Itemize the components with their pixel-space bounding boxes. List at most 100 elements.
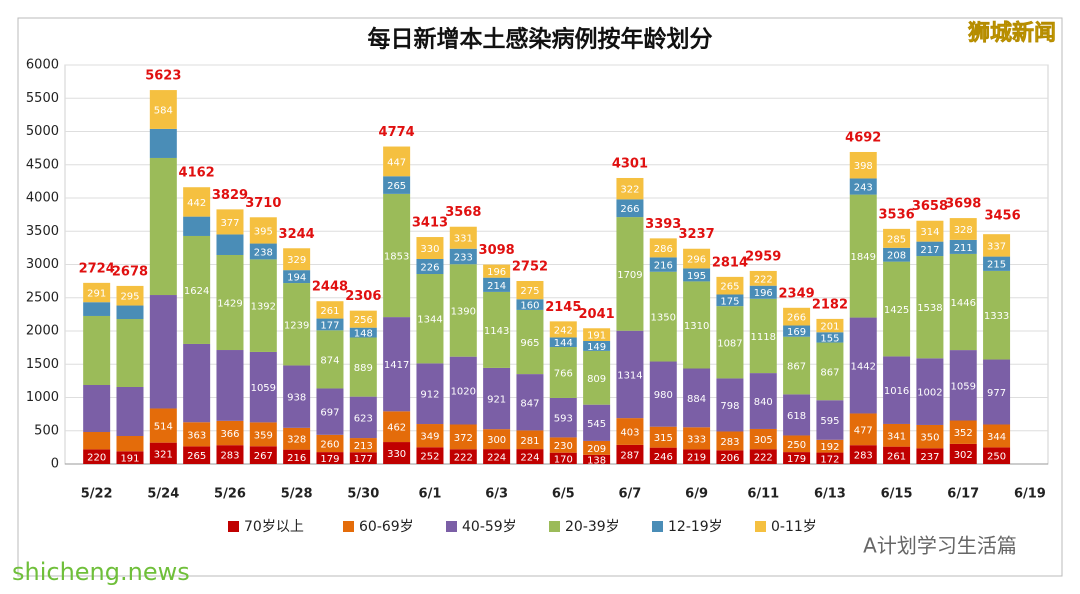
segment-label: 330 bbox=[387, 449, 406, 460]
bar-segment bbox=[916, 424, 944, 449]
x-tick-label: 5/30 bbox=[347, 487, 379, 502]
total-label: 3413 bbox=[412, 216, 448, 231]
segment-label: 847 bbox=[520, 398, 539, 409]
legend-label: 60-69岁 bbox=[359, 519, 414, 535]
total-label: 2724 bbox=[79, 261, 115, 276]
bar-segment bbox=[583, 328, 611, 341]
plot-area: 0 500 1000 1500 2000 2500 3000 3500 4000 4500 5000… bbox=[26, 58, 1049, 535]
bar-segment bbox=[616, 177, 644, 200]
segment-label: 329 bbox=[287, 255, 306, 266]
y-tick-label: 2500 bbox=[26, 290, 59, 305]
bar-segment bbox=[116, 305, 144, 320]
bar-segment bbox=[583, 350, 611, 405]
segment-label: 220 bbox=[87, 453, 106, 464]
segment-label: 194 bbox=[287, 273, 306, 284]
bar-segment bbox=[883, 446, 911, 464]
bar-segment bbox=[216, 420, 244, 446]
segment-label: 330 bbox=[420, 244, 439, 255]
segment-label: 798 bbox=[720, 401, 739, 412]
bar-segment bbox=[883, 261, 911, 357]
segment-label: 222 bbox=[454, 453, 473, 464]
segment-label: 766 bbox=[554, 368, 573, 379]
segment-label: 1425 bbox=[884, 305, 909, 316]
total-label: 4162 bbox=[179, 166, 215, 181]
segment-label: 593 bbox=[554, 414, 573, 425]
segment-label: 266 bbox=[787, 313, 806, 324]
bar-segment bbox=[949, 443, 977, 464]
segment-label: 144 bbox=[554, 338, 573, 349]
x-tick-label: 6/3 bbox=[485, 487, 508, 502]
x-tick-label: 6/15 bbox=[881, 487, 913, 502]
segment-label: 214 bbox=[487, 281, 506, 292]
bar-segment bbox=[983, 234, 1011, 257]
segment-label: 1390 bbox=[451, 306, 476, 317]
segment-label: 331 bbox=[454, 234, 473, 245]
total-label: 2959 bbox=[745, 249, 781, 264]
segment-label: 514 bbox=[154, 422, 173, 433]
y-tick-label: 500 bbox=[34, 423, 59, 438]
x-tick-label: 6/13 bbox=[814, 487, 846, 502]
segment-label: 545 bbox=[587, 419, 606, 430]
total-label: 3393 bbox=[645, 217, 681, 232]
bar-segment bbox=[583, 340, 611, 351]
segment-label: 219 bbox=[687, 453, 706, 464]
bar-segment bbox=[683, 281, 711, 369]
bar-segment bbox=[283, 427, 311, 450]
bar-segment bbox=[416, 258, 444, 275]
bar-segment bbox=[549, 437, 577, 453]
segment-label: 196 bbox=[754, 288, 773, 299]
segment-label: 177 bbox=[354, 454, 373, 465]
bar-segment bbox=[816, 332, 844, 343]
bar-segment bbox=[916, 256, 944, 359]
bar-segment bbox=[416, 447, 444, 464]
bar-segment bbox=[683, 427, 711, 450]
segment-label: 341 bbox=[887, 431, 906, 442]
bar-segment bbox=[516, 430, 544, 450]
bar-segment bbox=[549, 337, 577, 348]
total-label: 3244 bbox=[279, 227, 315, 242]
bar-segment bbox=[549, 452, 577, 464]
segment-label: 206 bbox=[720, 453, 739, 464]
bar-segment bbox=[916, 448, 944, 464]
bar-segment bbox=[649, 238, 677, 258]
segment-label: 281 bbox=[520, 436, 539, 447]
segment-label: 138 bbox=[587, 455, 606, 466]
bar-segment bbox=[816, 400, 844, 440]
segment-label: 584 bbox=[154, 105, 173, 116]
segment-label: 840 bbox=[754, 397, 773, 408]
chart-title: 每日新增本土感染病例按年龄划分 bbox=[368, 26, 713, 53]
bar-segment bbox=[483, 429, 511, 450]
bar-segment bbox=[616, 217, 644, 331]
segment-label: 261 bbox=[887, 451, 906, 462]
segment-label: 1709 bbox=[617, 270, 642, 281]
bar-segment bbox=[516, 280, 544, 300]
segment-label: 226 bbox=[420, 262, 439, 273]
segment-label: 266 bbox=[620, 204, 639, 215]
bar-segment bbox=[283, 283, 311, 366]
total-label: 4692 bbox=[845, 130, 881, 145]
segment-label: 874 bbox=[320, 355, 339, 366]
bar-segment bbox=[383, 193, 411, 318]
bar-segment bbox=[683, 268, 711, 282]
x-tick-label: 6/7 bbox=[619, 487, 642, 502]
segment-label: 191 bbox=[587, 331, 606, 342]
bar-segment bbox=[216, 445, 244, 464]
bar-segment bbox=[949, 420, 977, 444]
bar-segment bbox=[83, 384, 111, 433]
bar-segment bbox=[983, 447, 1011, 464]
y-tick-label: 1000 bbox=[26, 390, 59, 405]
segment-label: 352 bbox=[954, 428, 973, 439]
bar-segment bbox=[949, 350, 977, 421]
segment-label: 238 bbox=[254, 247, 273, 258]
bar-segment bbox=[883, 247, 911, 262]
bar-segment bbox=[849, 151, 877, 179]
y-tick-label: 3500 bbox=[26, 224, 59, 239]
segment-label: 149 bbox=[587, 342, 606, 353]
bar-segment bbox=[116, 436, 144, 452]
segment-label: 349 bbox=[420, 432, 439, 443]
segment-label: 265 bbox=[387, 181, 406, 192]
bar-segment bbox=[749, 428, 777, 450]
x-tick-label: 5/24 bbox=[147, 487, 179, 502]
bar-segment bbox=[516, 449, 544, 464]
segment-label: 267 bbox=[254, 451, 273, 462]
